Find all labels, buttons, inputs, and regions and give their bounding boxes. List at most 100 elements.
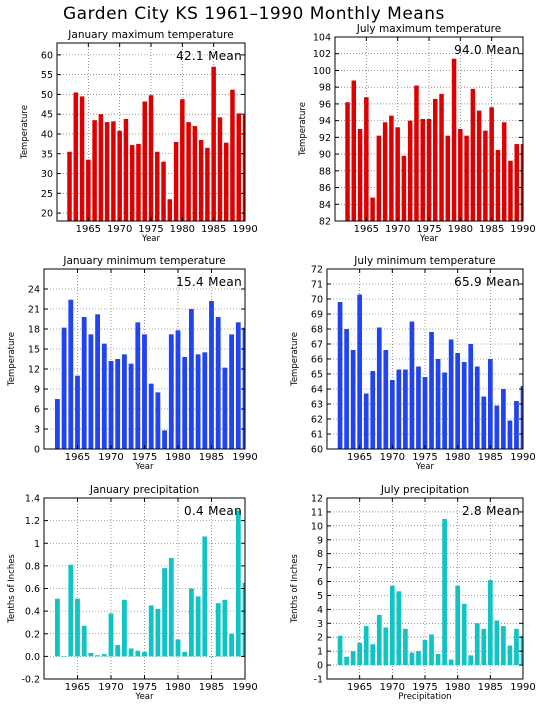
y-tick-label: 40 xyxy=(41,129,53,140)
bar xyxy=(148,605,154,657)
bar xyxy=(92,120,97,221)
bar xyxy=(88,334,94,449)
bar xyxy=(376,135,382,221)
x-tick-label: 1980 xyxy=(165,452,190,463)
y-tick-label: 9 xyxy=(34,385,40,396)
bar xyxy=(461,362,467,449)
bar xyxy=(370,644,376,666)
bar xyxy=(376,614,382,666)
y-tick-label: 0.0 xyxy=(25,652,40,663)
y-tick-label: 0.8 xyxy=(25,561,40,572)
y-tick-label: 12 xyxy=(311,494,323,505)
bar xyxy=(458,129,463,221)
bar xyxy=(357,294,363,449)
bar xyxy=(235,510,241,657)
x-tick-label: 1965 xyxy=(354,224,379,235)
bar xyxy=(483,130,488,221)
bar xyxy=(95,655,101,657)
bar xyxy=(514,144,519,221)
bar xyxy=(198,139,204,221)
bar xyxy=(351,80,357,221)
bar xyxy=(383,350,389,449)
bar xyxy=(155,151,160,221)
bar xyxy=(416,651,421,666)
chart-title: January precipitation xyxy=(89,484,199,496)
y-tick-label: 92 xyxy=(319,133,331,144)
bar xyxy=(507,420,513,449)
bar xyxy=(229,334,235,449)
bar xyxy=(162,568,168,657)
y-tick-label: 0.2 xyxy=(25,629,40,640)
chart-panel-3: 0 3 6 9 12 15 18 21 24 1965 1970 1975 1980 1985 1990 Ja… xyxy=(7,255,258,472)
chart-title: July minimum temperature xyxy=(353,255,495,267)
y-tick-label: 90 xyxy=(319,150,331,161)
bar xyxy=(202,536,208,657)
y-tick-label: 5 xyxy=(317,591,323,602)
bar xyxy=(242,327,245,449)
y-axis-label: Temperature xyxy=(7,332,17,387)
bar xyxy=(61,327,67,449)
y-tick-label: 67 xyxy=(311,340,323,351)
chart-title: January maximum temperature xyxy=(67,29,233,41)
x-tick-label: 1975 xyxy=(416,224,441,235)
bar xyxy=(414,85,419,221)
bar xyxy=(168,334,174,449)
bar xyxy=(370,371,376,449)
x-tick-label: 1985 xyxy=(478,682,503,693)
y-tick-label: 100 xyxy=(313,66,331,77)
bar xyxy=(403,369,408,449)
bar xyxy=(396,591,402,666)
bar xyxy=(455,585,461,666)
y-tick-label: 0 xyxy=(317,661,323,672)
bar xyxy=(128,648,134,657)
bar xyxy=(128,363,134,449)
y-tick-label: 104 xyxy=(313,33,331,44)
bar xyxy=(508,160,513,221)
x-axis-label: Year xyxy=(135,462,155,472)
bar xyxy=(364,97,369,221)
bar xyxy=(409,321,415,449)
bar xyxy=(211,66,216,221)
bar xyxy=(148,95,154,221)
chart-panel-1: 20 25 30 35 40 45 50 55 60 1965 1970 1975 1980 1985 19… xyxy=(20,29,258,244)
bar xyxy=(389,380,395,449)
bar xyxy=(429,332,434,449)
bar xyxy=(230,89,235,221)
y-tick-label: 35 xyxy=(41,149,53,160)
bar xyxy=(98,114,104,221)
x-tick-label: 1990 xyxy=(510,682,535,693)
bar xyxy=(501,389,506,449)
bar xyxy=(439,93,444,221)
bar xyxy=(115,359,121,449)
bar xyxy=(142,651,147,657)
bar xyxy=(350,651,356,666)
mean-label: 94.0 Mean xyxy=(454,43,520,57)
bar xyxy=(75,375,80,449)
x-tick-label: 1980 xyxy=(445,682,470,693)
y-tick-label: 10 xyxy=(311,521,323,532)
bar xyxy=(95,314,101,449)
bar xyxy=(514,401,519,449)
bar xyxy=(142,334,147,449)
y-tick-label: 60 xyxy=(311,445,323,456)
x-tick-label: 1980 xyxy=(170,224,195,235)
chart-panel-4: 60 61 62 63 64 65 66 67 68 69 70 71 72 1965 1970 1975 19… xyxy=(290,255,536,472)
y-tick-label: 70 xyxy=(311,295,323,306)
y-tick-label: 3 xyxy=(34,425,40,436)
bar xyxy=(148,383,154,449)
bar xyxy=(175,639,181,657)
bar xyxy=(135,650,141,657)
bar xyxy=(495,149,501,221)
x-tick-label: 1980 xyxy=(165,682,190,693)
y-tick-label: 71 xyxy=(311,280,323,291)
bar xyxy=(481,396,487,449)
y-tick-label: 68 xyxy=(311,325,323,336)
bar xyxy=(180,99,185,221)
bar xyxy=(115,645,121,657)
bar xyxy=(401,155,407,221)
x-tick-label: 1990 xyxy=(510,224,535,235)
x-tick-label: 1975 xyxy=(412,452,437,463)
x-tick-label: 1965 xyxy=(76,224,101,235)
bar xyxy=(101,343,107,449)
